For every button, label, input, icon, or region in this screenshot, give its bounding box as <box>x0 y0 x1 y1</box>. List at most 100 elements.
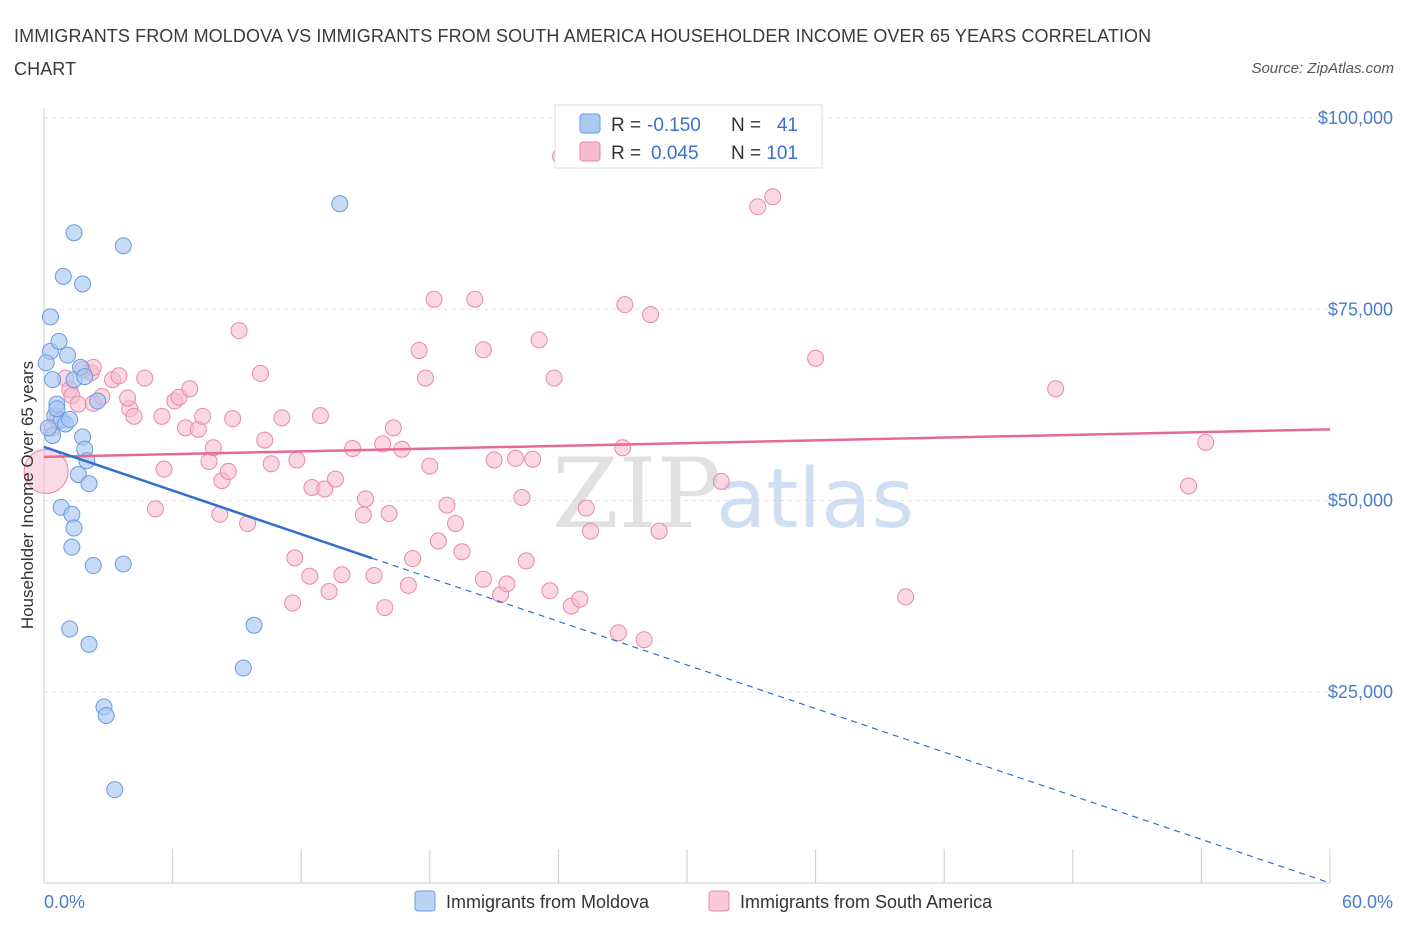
data-point-south-america <box>429 532 447 550</box>
stats-r-value-south-america: 0.045 <box>651 143 699 164</box>
chart-title: IMMIGRANTS FROM MOLDOVA VS IMMIGRANTS FR… <box>14 26 1152 79</box>
data-point-south-america <box>474 570 492 588</box>
data-point-south-america <box>635 631 653 649</box>
data-point-south-america <box>466 290 484 308</box>
data-point-moldova <box>80 475 98 493</box>
watermark-atlas: atlas <box>716 452 914 547</box>
data-point-south-america <box>311 407 329 425</box>
y-axis-label: Householder Income Over 65 years <box>18 361 37 629</box>
data-point-south-america <box>286 549 304 567</box>
y-tick-labels: $25,000 $50,000 $75,000 $100,000 <box>1318 108 1393 702</box>
stats-n-value-moldova: 41 <box>777 115 798 136</box>
axes <box>43 108 1331 884</box>
data-point-moldova <box>114 237 132 255</box>
legend-label-moldova: Immigrants from Moldova <box>446 892 650 912</box>
data-point-moldova <box>245 616 263 634</box>
data-point-south-america <box>380 505 398 523</box>
watermark: ZIP atlas <box>552 438 914 550</box>
data-point-moldova <box>59 346 77 364</box>
data-point-south-america <box>1197 433 1215 451</box>
data-point-south-america <box>365 566 383 584</box>
data-point-south-america <box>417 369 435 387</box>
data-point-south-america <box>326 470 344 488</box>
data-point-south-america <box>425 290 443 308</box>
data-point-south-america <box>712 472 730 490</box>
data-point-south-america <box>125 407 143 425</box>
data-point-moldova <box>106 781 124 799</box>
data-point-south-america <box>251 365 269 383</box>
data-point-south-america <box>284 594 302 612</box>
data-point-south-america <box>453 543 471 561</box>
x-tick-label-max: 60.0% <box>1342 892 1393 912</box>
data-point-south-america <box>1047 380 1065 398</box>
data-point-moldova <box>97 706 115 724</box>
data-point-south-america <box>410 342 428 360</box>
data-point-moldova <box>44 371 62 389</box>
data-point-south-america <box>181 380 199 398</box>
data-point-south-america <box>301 567 319 585</box>
data-point-moldova <box>39 419 57 437</box>
data-point-south-america <box>224 410 242 428</box>
data-point-moldova <box>37 354 55 372</box>
y-tick-label: $75,000 <box>1328 299 1393 319</box>
data-point-south-america <box>230 322 248 340</box>
y-tick-label: $25,000 <box>1328 682 1393 702</box>
data-point-south-america <box>474 341 492 359</box>
data-point-south-america <box>524 450 542 468</box>
data-point-south-america <box>333 566 351 584</box>
data-point-moldova <box>48 400 66 418</box>
watermark-zip: ZIP <box>552 438 721 550</box>
data-point-south-america <box>119 389 137 407</box>
data-point-south-america <box>316 480 334 498</box>
trend-line-moldova <box>43 445 373 560</box>
data-point-south-america <box>288 451 306 469</box>
data-point-south-america <box>485 451 503 469</box>
data-point-moldova <box>89 392 107 410</box>
data-point-south-america <box>273 409 291 427</box>
data-point-south-america <box>530 331 548 349</box>
data-point-moldova <box>84 557 102 575</box>
data-point-moldova <box>331 195 349 213</box>
stats-n-label-south-america: N = <box>731 143 761 164</box>
data-point-south-america <box>609 624 627 642</box>
data-point-moldova <box>41 308 59 326</box>
data-point-moldova <box>63 538 81 556</box>
data-point-south-america <box>571 590 589 608</box>
series-moldova-points <box>37 195 349 799</box>
data-point-south-america <box>110 367 128 385</box>
stats-r-label-south-america: R = <box>611 143 641 164</box>
data-point-south-america <box>384 419 402 437</box>
data-point-south-america <box>545 369 563 387</box>
data-point-south-america <box>749 198 767 216</box>
stats-r-value-moldova: -0.150 <box>647 115 701 136</box>
data-point-moldova <box>234 659 252 677</box>
data-point-moldova <box>61 620 79 638</box>
data-point-south-america <box>136 369 154 387</box>
source-label: Source: ZipAtlas.com <box>1251 60 1394 77</box>
data-point-south-america <box>344 439 362 457</box>
stats-box: R = -0.150 N = 41 R = 0.045 N = 101 <box>554 104 823 169</box>
data-point-south-america <box>582 522 600 540</box>
legend-label-south-america: Immigrants from South America <box>740 892 993 912</box>
data-point-south-america <box>541 582 559 600</box>
data-point-south-america <box>438 496 456 514</box>
data-point-south-america <box>447 514 465 532</box>
data-point-south-america <box>155 460 173 478</box>
data-point-south-america <box>513 488 531 506</box>
legend-swatch-moldova <box>414 890 436 912</box>
data-point-south-america <box>404 550 422 568</box>
data-point-south-america <box>650 522 668 540</box>
stats-n-label-moldova: N = <box>731 115 761 136</box>
data-point-south-america <box>421 457 439 475</box>
trend-line-south-america <box>43 428 1331 459</box>
legend: Immigrants from Moldova Immigrants from … <box>414 890 993 912</box>
data-point-south-america <box>262 455 280 473</box>
data-point-south-america <box>376 599 394 617</box>
data-point-south-america <box>320 583 338 601</box>
data-point-south-america <box>69 395 87 413</box>
data-point-moldova <box>65 519 83 537</box>
data-point-south-america <box>616 296 634 314</box>
data-point-south-america <box>807 349 825 367</box>
data-point-south-america <box>194 407 212 425</box>
